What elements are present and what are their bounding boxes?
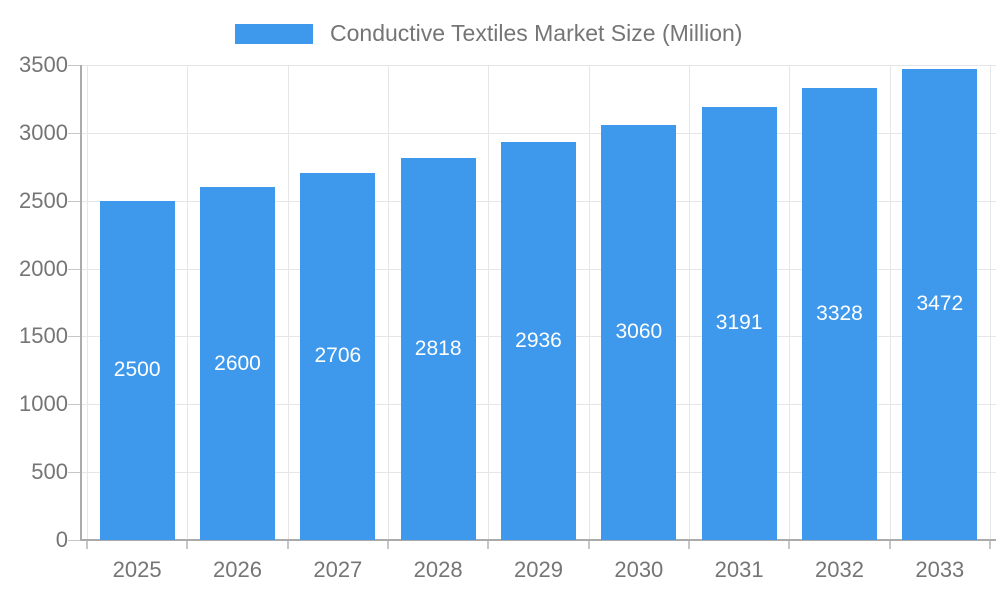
x-axis-tick-label: 2031 (714, 557, 764, 582)
x-axis-line (80, 539, 996, 541)
bar-value-label: 2600 (214, 351, 261, 375)
y-axis-tick-label: 3500 (19, 52, 68, 77)
y-axis-tick-label: 1000 (19, 391, 68, 417)
x-axis-tick-label: 2025 (112, 557, 162, 582)
x-gridline (990, 65, 991, 540)
y-axis-tick-label: 500 (31, 459, 68, 485)
y-axis-tick-label: 3000 (19, 119, 68, 145)
x-gridline (588, 65, 590, 540)
bar-value-label: 2818 (414, 336, 462, 360)
x-gridline (287, 65, 289, 540)
x-axis-tick (487, 540, 490, 549)
x-gridline (187, 65, 189, 540)
x-axis-tick (186, 540, 189, 549)
bar-2030[interactable]: 3060 (601, 124, 677, 540)
y-axis-tick-label: 2000 (19, 255, 68, 281)
bar-value-label: 2500 (113, 358, 161, 382)
legend-label: Conductive Textiles Market Size (Million… (330, 20, 743, 46)
x-gridline (87, 65, 88, 540)
bar-value-label: 3191 (715, 311, 763, 335)
bar-value-label: 3472 (916, 292, 964, 316)
bar-2028[interactable]: 2818 (400, 157, 476, 540)
y-axis-line (80, 65, 82, 540)
x-axis-tick-label: 2030 (614, 557, 664, 582)
bar-2025[interactable]: 2500 (99, 200, 175, 540)
y-axis-tick (68, 472, 81, 474)
y-axis-tick (68, 65, 81, 66)
bar-value-label: 2706 (314, 344, 362, 368)
x-gridline (388, 65, 389, 540)
y-axis-tick-label: 2500 (19, 187, 68, 213)
y-axis-tick (68, 132, 81, 134)
x-axis-tick-label: 2028 (413, 557, 463, 582)
x-axis-tick (387, 540, 389, 549)
x-axis-tick-label: 2029 (514, 557, 563, 582)
y-axis-tick-label: 1500 (19, 323, 68, 349)
legend-swatch (235, 24, 313, 44)
bar-value-label: 2936 (515, 328, 562, 352)
x-gridline (689, 65, 690, 540)
y-axis-tick-label: 0 (55, 527, 68, 552)
x-axis-tick (989, 540, 991, 549)
y-gridline (81, 132, 996, 134)
bar-2026[interactable]: 2600 (200, 187, 275, 540)
chart-legend[interactable]: Conductive Textiles Market Size (Million… (0, 14, 1000, 54)
y-axis-tick (68, 200, 81, 202)
x-axis-tick-label: 2027 (313, 557, 363, 582)
bar-2033[interactable]: 3472 (902, 68, 978, 540)
y-axis-tick (68, 540, 81, 541)
bar-2032[interactable]: 3328 (802, 88, 877, 540)
bar-2027[interactable]: 2706 (300, 172, 376, 540)
x-axis-tick-label: 2033 (915, 557, 965, 582)
y-axis-tick (68, 336, 81, 338)
bar-2029[interactable]: 2936 (501, 141, 576, 540)
bar-2031[interactable]: 3191 (701, 106, 777, 540)
x-gridline (889, 65, 891, 540)
bar-value-label: 3328 (816, 302, 863, 326)
x-gridline (488, 65, 490, 540)
x-axis-tick (86, 540, 88, 549)
x-axis-tick (286, 540, 289, 549)
x-axis-tick-label: 2032 (815, 557, 864, 582)
y-axis-tick (68, 404, 81, 406)
x-axis-tick-label: 2026 (213, 557, 262, 582)
x-axis-tick (688, 540, 690, 549)
x-axis-tick (587, 540, 590, 549)
x-axis-tick (888, 540, 891, 549)
y-gridline (81, 65, 996, 66)
x-axis-tick (788, 540, 791, 549)
x-gridline (789, 65, 791, 540)
y-axis-tick (68, 268, 81, 270)
bar-value-label: 3060 (615, 320, 663, 344)
